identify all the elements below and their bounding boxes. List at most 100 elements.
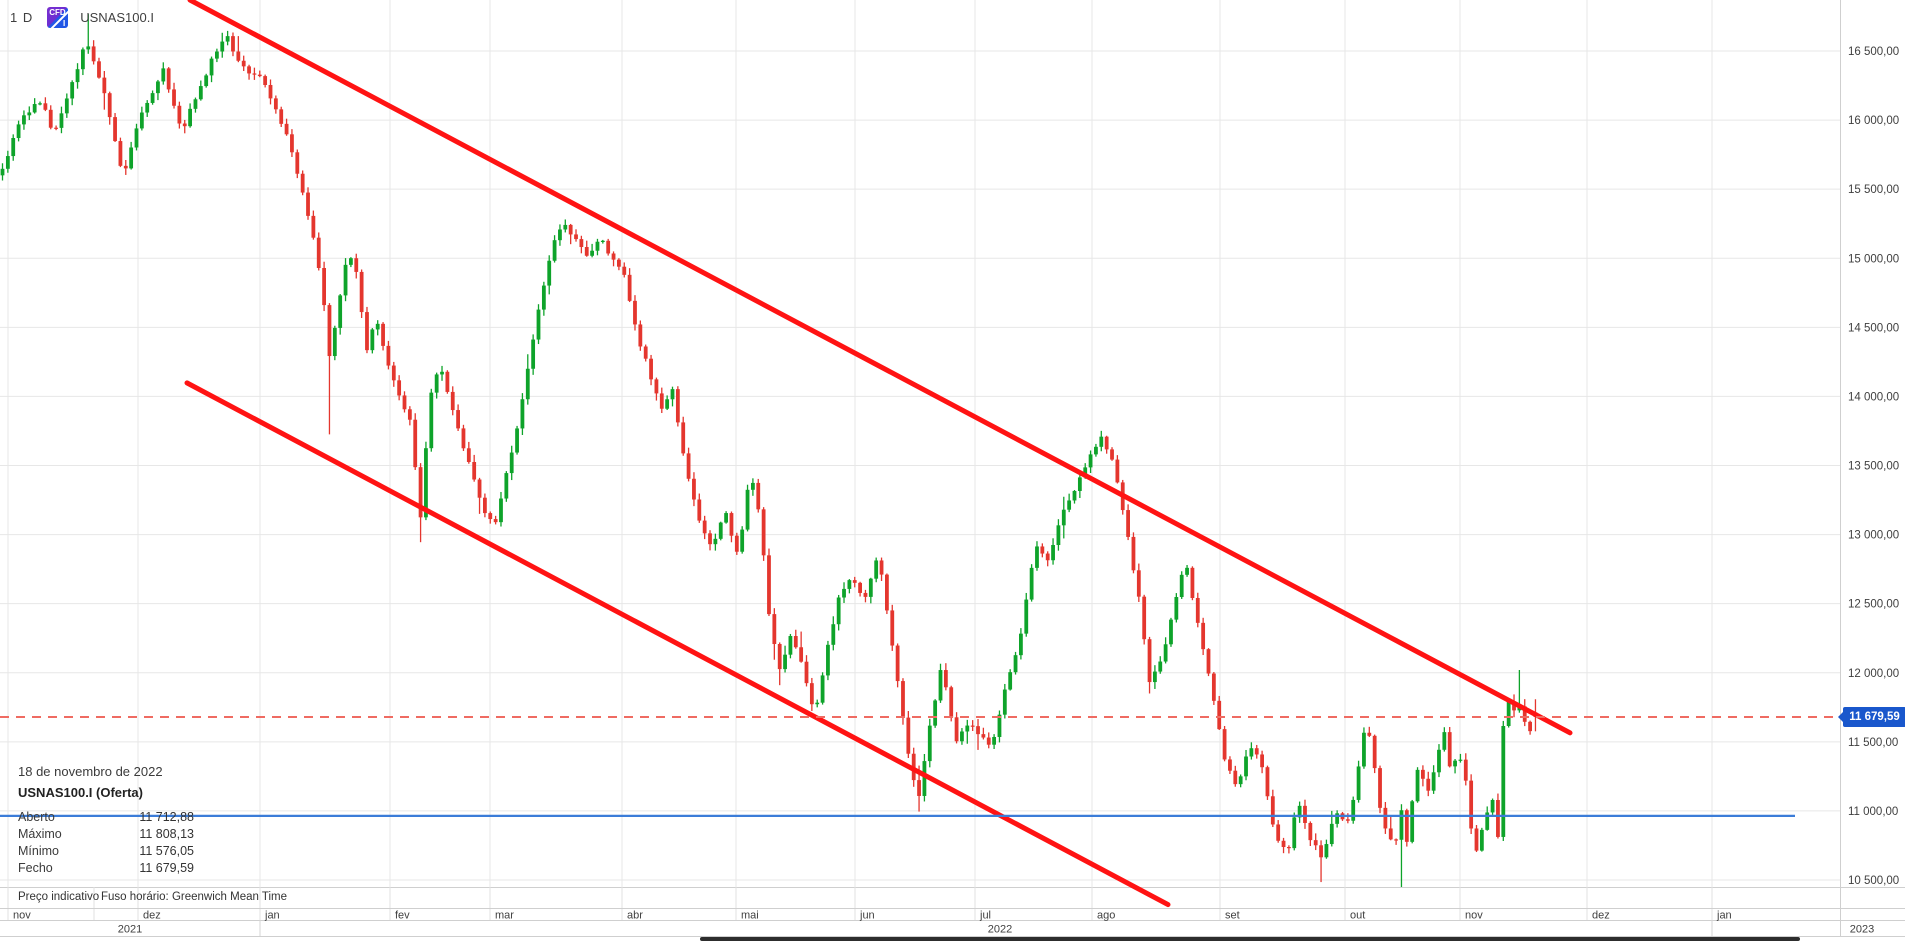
candle [268,84,273,99]
candle [590,250,594,256]
tooltip-row-close: Fecho 11 679,59 [18,860,194,877]
candle [236,51,241,61]
candle [922,761,927,796]
candle [622,266,627,275]
candle [172,89,176,106]
price-gridlines [0,50,1840,881]
candle [906,717,911,754]
candle [686,453,691,479]
candle [284,123,289,135]
month-label: jun [859,910,875,922]
timeframe-button[interactable]: 1 D [10,10,34,25]
candle [1485,812,1490,830]
candle [359,271,364,313]
price-axis-label: 12 500,00 [1848,599,1899,611]
tooltip-title: USNAS100.I (Oferta) [18,785,143,800]
candle [788,636,793,655]
candle [986,737,991,745]
candle [724,513,728,523]
price-axis-label: 11 500,00 [1848,737,1898,749]
candle [209,58,214,76]
candle [188,108,192,127]
tooltip-rows: Aberto 11 712,88 Máximo 11 808,13 Mínimo… [18,809,194,877]
candles[interactable] [0,14,1538,889]
candle [1040,546,1045,554]
candle [338,295,343,328]
candle [1404,810,1409,842]
candle [279,109,284,124]
candle [509,452,514,474]
candle [1169,619,1173,645]
candle [1437,749,1441,773]
candle [874,560,879,579]
candle [1136,570,1141,597]
candle [541,285,546,310]
candle [1056,525,1061,546]
candle [777,644,782,670]
candle [692,478,696,500]
candle [1088,454,1093,468]
month-label: jan [264,910,280,922]
close-value: 11 679,59 [139,861,194,875]
candle [1335,813,1340,824]
instrument-symbol[interactable]: USNAS100.I [80,10,154,25]
candle [391,365,396,381]
horizontal-scrollbar[interactable] [700,937,1800,941]
price-axis-label: 10 500,00 [1848,875,1899,887]
candle [1238,776,1243,785]
candle [842,588,846,598]
candle [1153,671,1157,683]
month-label: jan [1716,910,1732,922]
candle [1067,500,1072,510]
current-price-tag: 11 679,59 [1838,707,1905,727]
candle [799,647,804,662]
candle [161,68,166,82]
low-value: 11 576,05 [139,844,194,858]
price-axis-label: 11 000,00 [1848,806,1898,818]
channel-lower[interactable] [184,380,1171,908]
candle [1099,436,1104,447]
candle [1094,446,1098,455]
month-gridlines [7,0,1713,908]
candle [1131,536,1136,571]
open-label: Aberto [18,810,55,824]
candle [515,428,519,453]
price-axis-labels: 16 500,00 16 000,00 15 500,00 15 000,00 14 5… [1848,46,1899,887]
candle [1190,567,1195,599]
candle [1351,799,1356,821]
candle [879,560,884,575]
candle [751,482,755,490]
candle [1265,767,1270,797]
candle [450,391,455,411]
candle [820,675,825,703]
candle [809,683,814,705]
channel-upper[interactable] [187,0,1573,736]
candle [1410,801,1415,842]
price-axis-label: 14 000,00 [1848,391,1899,403]
candle [1206,649,1211,674]
cfd-instrument-icon: CFD I [47,7,69,28]
candle [649,358,653,380]
candle [1399,810,1404,840]
candle [1474,828,1479,851]
candle [456,410,460,429]
candle [70,82,75,99]
year-label: 2021 [118,924,142,936]
candle [43,103,48,110]
tooltip-date: 18 de novembro de 2022 [18,764,163,779]
drawings[interactable] [0,0,1840,908]
price-type-label: Preço indicativo [18,891,100,903]
ohlc-tooltip: 18 de novembro de 2022 USNAS100.I (Ofert… [18,764,194,877]
candle [1222,729,1227,760]
chart-header: 1 D CFD I USNAS100.I [10,7,154,28]
candle [949,687,954,718]
candle [1383,807,1388,829]
candle [118,141,123,166]
candle [718,522,723,539]
candle [295,152,300,174]
candle [1051,545,1055,561]
candle [584,247,589,256]
candle [182,123,187,127]
